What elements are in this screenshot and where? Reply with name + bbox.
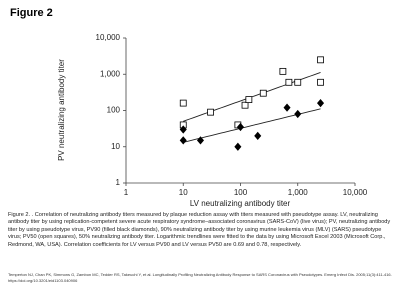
square-marker [317,78,324,86]
y-tick-label: 100 [107,106,121,115]
square-marker [207,108,214,116]
diamond-marker [179,136,187,145]
y-tick-label: 10,000 [96,33,121,42]
diamond-marker [196,136,205,145]
figure-title: Figure 2 [10,7,53,19]
x-tick-label: 100 [234,188,248,197]
diamond-marker [234,142,242,151]
x-axis-label: LV neutralizing antibody titer [190,199,291,208]
square-marker [259,89,267,97]
x-tick-label: 10,000 [343,188,368,197]
diamond-marker [317,98,325,108]
y-tick-label: 10 [111,142,120,151]
caption: Figure 2. . Correlation of neutralizing … [8,212,391,248]
square-marker [279,67,287,75]
square-marker [241,101,249,109]
square-marker [179,99,187,107]
y-tick-label: 1,000 [100,69,121,78]
square-marker [245,96,253,103]
square-marker [317,56,324,64]
diamond-marker [283,103,291,112]
citation: Temperton NJ, Chan PK, Simmons G, Zambon… [8,272,392,283]
diamond-marker [294,109,302,119]
square-marker [294,78,302,86]
x-tick-label: 1 [124,188,129,197]
x-tick-label: 1,000 [288,188,309,197]
x-tick-label: 10 [179,188,188,197]
y-axis-label: PV neutralizing antibody titer [57,59,66,161]
diamond-marker [179,125,187,134]
y-tick-label: 1 [116,178,121,187]
diamond-marker [236,122,245,132]
diamond-marker [254,131,262,140]
square-marker [285,78,293,86]
